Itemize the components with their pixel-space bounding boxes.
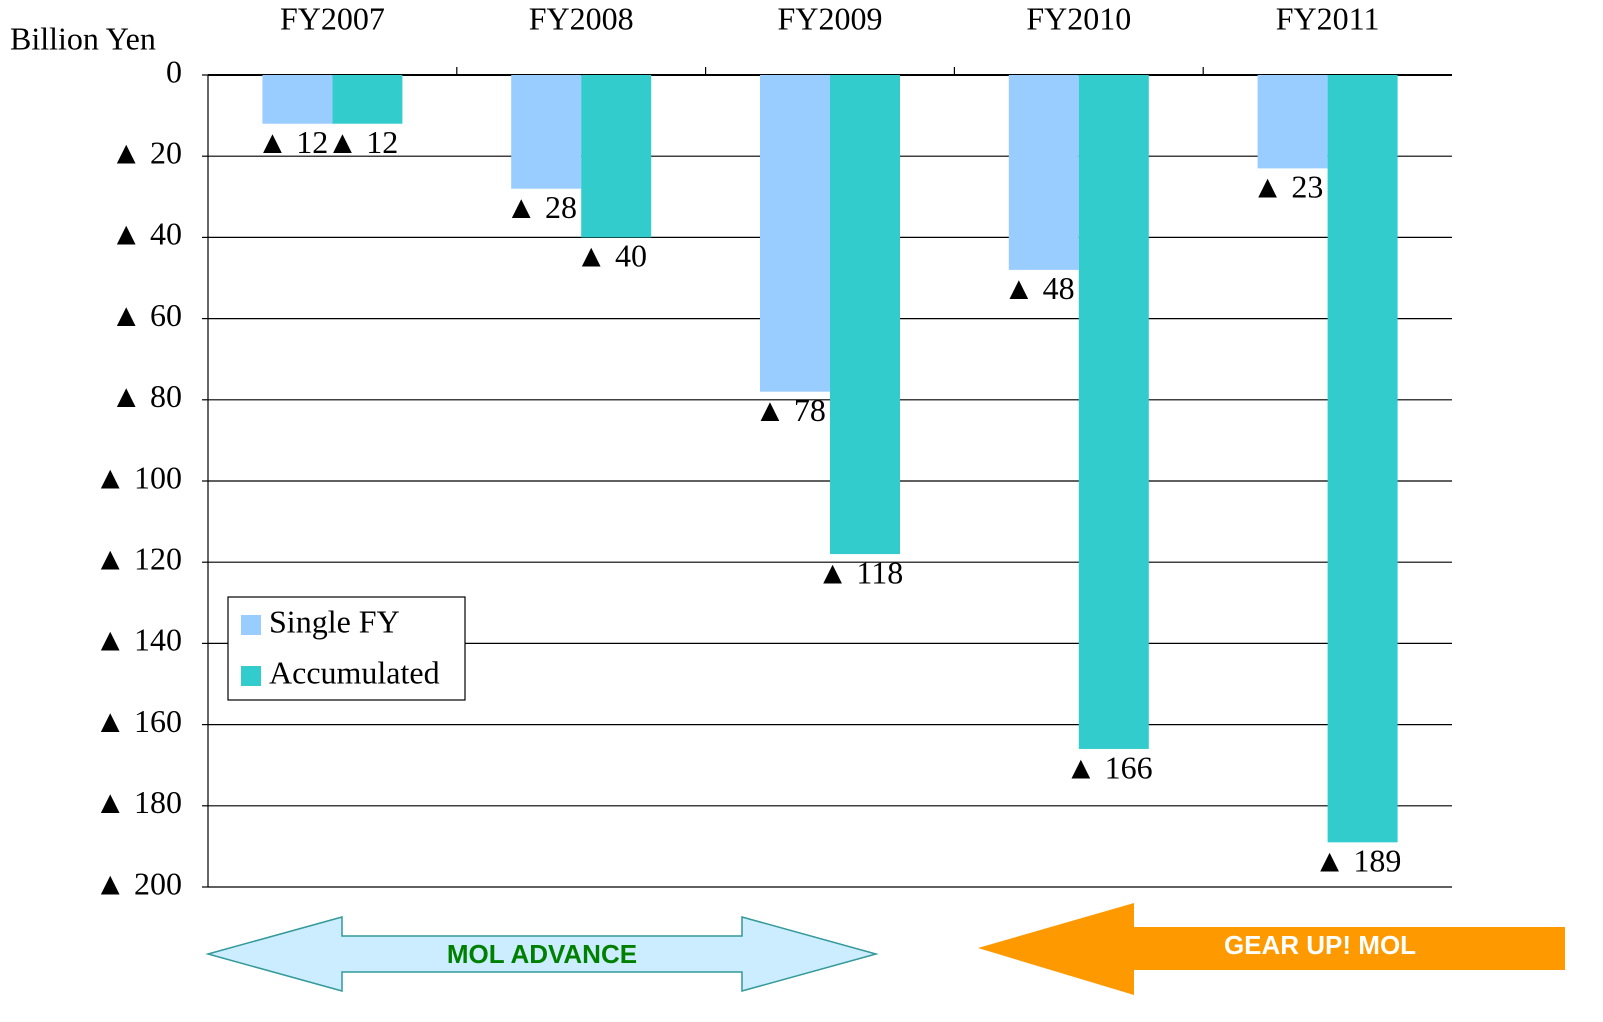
legend-label: Accumulated xyxy=(269,654,440,690)
bar xyxy=(332,75,403,124)
bar xyxy=(1327,75,1398,843)
bar xyxy=(262,75,333,124)
y-tick-label: ▲ 80 xyxy=(110,378,182,414)
y-axis-label: Billion Yen xyxy=(10,20,156,56)
advance-arrow xyxy=(205,916,879,992)
data-label: ▲ 78 xyxy=(754,392,826,428)
legend xyxy=(227,596,466,701)
bar xyxy=(830,75,900,555)
x-tick-label: FY2009 xyxy=(778,0,883,36)
legend-swatch xyxy=(241,615,261,635)
y-tick-label: ▲ 160 xyxy=(94,703,182,739)
data-label: ▲ 12 xyxy=(327,124,399,160)
y-tick-label: ▲ 140 xyxy=(94,622,182,658)
data-label: ▲ 40 xyxy=(575,238,647,274)
data-label: ▲ 23 xyxy=(1252,169,1324,205)
bar xyxy=(760,75,830,392)
y-tick-label: ▲ 200 xyxy=(94,865,182,901)
bar xyxy=(1078,75,1149,749)
x-tick-label: FY2010 xyxy=(1026,0,1131,36)
bar xyxy=(1257,75,1328,169)
y-tick-label: ▲ 20 xyxy=(110,135,182,171)
y-tick-label: 0 xyxy=(166,53,182,89)
y-tick-label: ▲ 60 xyxy=(110,297,182,333)
bar xyxy=(511,75,582,189)
x-tick-label: FY2008 xyxy=(529,0,634,36)
legend-label: Single FY xyxy=(269,603,400,639)
data-label: ▲ 12 xyxy=(257,124,329,160)
y-tick-label: ▲ 120 xyxy=(94,541,182,577)
legend-swatch xyxy=(241,666,261,686)
gear-up-arrow xyxy=(978,903,1565,995)
arrow-label: MOL ADVANCE xyxy=(447,939,637,969)
data-label: ▲ 28 xyxy=(505,189,577,225)
y-tick-label: ▲ 100 xyxy=(94,459,182,495)
data-label: ▲ 189 xyxy=(1314,843,1402,879)
arrow-label: GEAR UP! MOL xyxy=(1224,930,1416,960)
x-tick-label: FY2007 xyxy=(280,0,385,36)
data-label: ▲ 48 xyxy=(1003,270,1075,306)
data-label: ▲ 118 xyxy=(817,554,903,590)
bar xyxy=(1008,75,1079,270)
y-tick-label: ▲ 40 xyxy=(110,216,182,252)
data-label: ▲ 166 xyxy=(1065,749,1153,785)
x-tick-label: FY2011 xyxy=(1276,0,1380,36)
y-tick-label: ▲ 180 xyxy=(94,784,182,820)
bar xyxy=(581,75,652,238)
